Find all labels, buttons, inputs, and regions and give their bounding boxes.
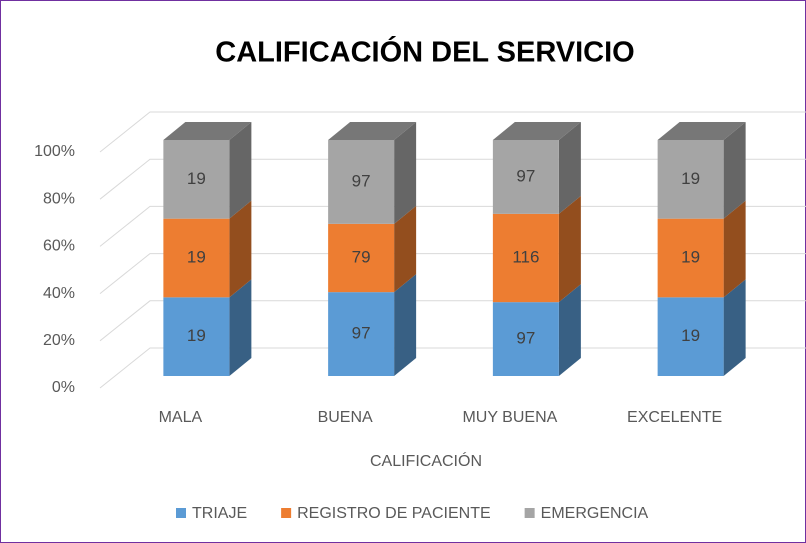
data-label: 97 [516,329,535,348]
x-tick-label: BUENA [318,409,373,426]
y-tick-label: 0% [52,379,75,396]
y-tick-label: 20% [43,332,75,349]
bar [163,297,230,376]
x-tick-label: MUY BUENA [462,409,557,426]
bar-side [723,200,746,298]
grid-line [99,111,806,153]
bar [328,223,395,293]
bar-top [657,122,746,140]
grid-line [99,253,806,294]
bar [163,140,230,219]
bar-side [394,274,417,376]
bar-side [558,195,581,303]
bar-top [328,122,417,140]
bar [492,213,559,303]
bar-side [558,284,581,376]
bar-side [723,279,746,376]
data-label: 116 [512,247,539,266]
chart-title: CALIFICACIÓN DEL SERVICIO [215,35,634,69]
legend-label: TRIAJE [192,505,247,522]
bar-side [229,279,252,376]
bar [492,302,559,376]
legend-swatch [524,508,535,518]
y-tick-label: 80% [43,190,75,207]
y-tick-label: 60% [43,238,75,255]
x-tick-label: MALA [159,409,203,426]
legend-label: EMERGENCIA [541,505,649,522]
bar-side [723,122,746,219]
data-label: 19 [681,326,700,345]
legend-swatch [281,508,292,518]
bar [657,297,724,376]
grid-line [99,158,806,200]
legend-label: REGISTRO DE PACIENTE [297,505,491,522]
bar-top [492,122,581,140]
data-label: 19 [681,169,700,188]
grid-line [99,347,806,389]
grid-line [99,300,806,342]
data-label: 19 [187,247,206,266]
bar [657,218,724,298]
y-tick-label: 100% [34,143,75,160]
data-label: 19 [187,169,206,188]
bar [328,292,395,376]
bar [163,218,230,298]
data-label: 19 [187,326,206,345]
data-label: 97 [352,171,371,190]
data-label: 97 [516,166,535,185]
bar [492,140,559,214]
data-label: 97 [352,324,371,343]
bar-side [229,200,252,298]
y-tick-label: 40% [43,285,75,302]
x-tick-label: EXCELENTE [627,409,722,426]
data-label: 79 [352,247,371,266]
grid-line [99,205,806,247]
bar [657,140,724,219]
data-label: 19 [681,247,700,266]
bar-side [229,122,252,219]
bar [328,140,395,224]
legend-swatch [176,508,186,518]
bar-top [163,122,252,140]
bar-side [394,122,417,224]
bar-side [558,122,581,214]
bar-side [394,205,417,293]
x-axis-title: CALIFICACIÓN [370,451,482,470]
